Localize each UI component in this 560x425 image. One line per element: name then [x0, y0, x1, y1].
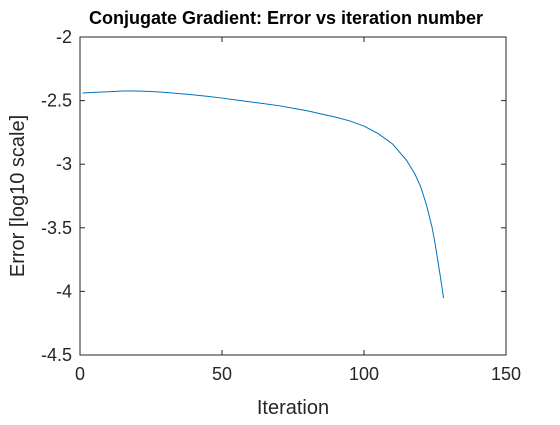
ticks-layer: 0 50 100 150 -2 -2.5 -3 -3.5 -4 -4.5: [41, 27, 521, 384]
y-tick-label: -3.5: [41, 218, 72, 238]
x-tick-label: 0: [75, 364, 85, 384]
x-tick-label: 100: [349, 364, 379, 384]
y-tick-label: -4.5: [41, 345, 72, 365]
chart-title: Conjugate Gradient: Error vs iteration n…: [89, 8, 483, 28]
series-line: [82, 90, 445, 299]
plot-area: [79, 36, 507, 356]
x-tick-label: 150: [491, 364, 521, 384]
y-tick-label: -3: [56, 154, 72, 174]
y-tick-label: -2.5: [41, 91, 72, 111]
series-layer: [82, 90, 445, 299]
x-tick-label: 50: [212, 364, 232, 384]
y-axis-label: Error [log10 scale]: [7, 115, 29, 277]
y-tick-label: -2: [56, 27, 72, 47]
x-axis-label: Iteration: [257, 397, 329, 419]
y-tick-label: -4: [56, 281, 72, 301]
